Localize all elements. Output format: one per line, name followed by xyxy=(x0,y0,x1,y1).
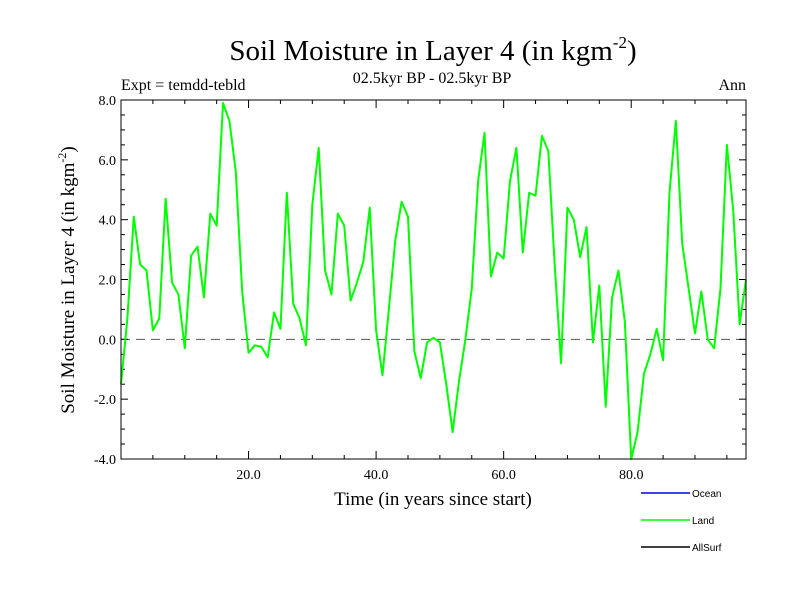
legend-label-ocean: Ocean xyxy=(692,489,721,500)
legend-label-land: Land xyxy=(692,516,714,527)
y-axis-label-main: Soil Moisture in Layer 4 (in kgm xyxy=(58,162,79,413)
legend-label-allsurf: AllSurf xyxy=(692,543,722,554)
axis-ticks: 8.0 6.0 4.0 2.0 0.0 -2.0 -4.0 20.0 40.0 60.0 80.0 xyxy=(94,94,746,483)
y-tick-label: 4.0 xyxy=(99,214,117,229)
y-tick-label: -4.0 xyxy=(94,453,116,468)
y-axis-label-superscript: -2 xyxy=(55,153,69,163)
chart-title-main: Soil Moisture in Layer 4 (in kgm xyxy=(229,35,613,67)
x-tick-label: 20.0 xyxy=(236,468,261,483)
legend: Ocean Land AllSurf xyxy=(641,489,722,554)
series-line-land xyxy=(120,101,747,460)
series-lines xyxy=(120,101,747,460)
x-tick-label: 80.0 xyxy=(619,468,644,483)
y-tick-label: 2.0 xyxy=(99,274,117,289)
y-axis-label-close: ) xyxy=(58,146,79,152)
x-tick-label: 60.0 xyxy=(491,468,516,483)
y-tick-label: -2.0 xyxy=(94,393,116,408)
plot-frame xyxy=(120,99,747,460)
subtitle-experiment: Expt = temdd-tebld xyxy=(121,77,246,94)
y-tick-label: 0.0 xyxy=(99,333,117,348)
x-axis-label: Time (in years since start) xyxy=(334,489,532,510)
y-axis-label: Soil Moisture in Layer 4 (in kgm-2) xyxy=(55,146,79,414)
y-tick-label: 8.0 xyxy=(99,94,117,109)
subtitle-period: 02.5kyr BP - 02.5kyr BP xyxy=(353,70,512,87)
chart-title: Soil Moisture in Layer 4 (in kgm-2) xyxy=(229,33,636,67)
x-tick-label: 40.0 xyxy=(364,468,389,483)
chart-title-close: ) xyxy=(627,35,637,67)
chart-title-superscript: -2 xyxy=(613,33,627,52)
y-tick-label: 6.0 xyxy=(99,154,117,169)
subtitle-season: Ann xyxy=(718,77,746,94)
